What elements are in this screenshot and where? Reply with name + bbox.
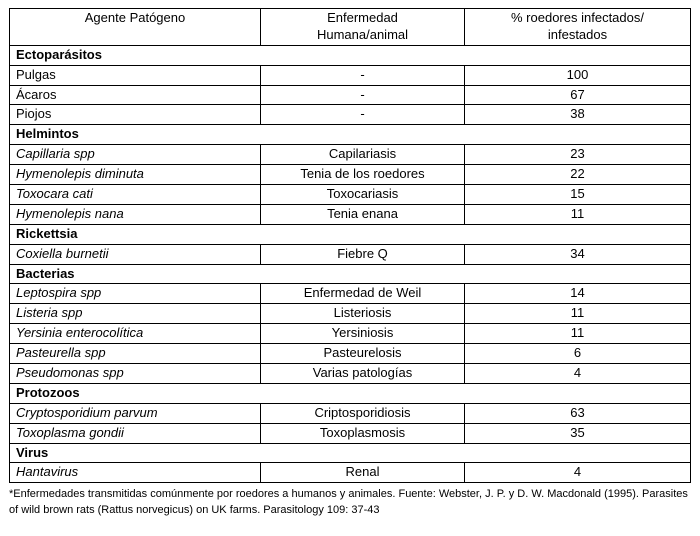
disease-cell: Tenia enana (260, 203, 465, 225)
percent-cell: 6 (464, 343, 691, 365)
agent-cell: Ácaros (9, 84, 261, 106)
table-row: Hantavirus Renal 4 (9, 462, 691, 484)
table-row: Toxoplasma gondii Toxoplasmosis 35 (9, 422, 691, 444)
disease-cell: Varias patologías (260, 363, 465, 384)
disease-cell: Toxoplasmosis (260, 422, 465, 444)
percent-cell: 38 (464, 104, 691, 126)
percent-cell: 4 (464, 462, 691, 484)
agent-cell: Pulgas (9, 64, 261, 86)
disease-cell: - (260, 64, 465, 86)
col-header-percent: % roedores infectados/ infestados (464, 8, 691, 46)
agent-cell: Pasteurella spp (9, 343, 261, 365)
percent-cell: 4 (464, 363, 691, 384)
section-row: Protozoos (9, 382, 691, 404)
agent-cell: Pseudomonas spp (9, 363, 261, 384)
percent-cell: 11 (464, 203, 691, 225)
agent-cell: Leptospira spp (9, 283, 261, 305)
disease-cell: Listeriosis (260, 303, 465, 325)
agent-cell: Piojos (9, 104, 261, 126)
table-row: Pseudomonas spp Varias patologías 4 (9, 363, 691, 384)
percent-cell: 14 (464, 283, 691, 305)
table-row: Pasteurella spp Pasteurelosis 6 (9, 343, 691, 365)
percent-cell: 63 (464, 402, 691, 424)
disease-cell: Tenia de los roedores (260, 164, 465, 186)
agent-cell: Capillaria spp (9, 144, 261, 166)
table-row: Hymenolepis diminuta Tenia de los roedore… (9, 164, 691, 186)
disease-cell: Pasteurelosis (260, 343, 465, 365)
section-row: Virus (9, 442, 691, 464)
document-page: Agente Patógeno Enfermedad Humana/animal… (9, 8, 691, 517)
disease-cell: Fiebre Q (260, 243, 465, 265)
section-label: Helmintos (9, 124, 691, 146)
percent-cell: 67 (464, 84, 691, 106)
section-label: Ectoparásitos (9, 44, 691, 66)
footnote: *Enfermedades transmitidas comúnmente po… (9, 488, 688, 517)
agent-cell: Hantavirus (9, 462, 261, 484)
disease-cell: Yersiniosis (260, 323, 465, 345)
table-row: Pulgas -100 (9, 64, 691, 86)
percent-cell: 35 (464, 422, 691, 444)
disease-cell: - (260, 104, 465, 126)
section-label: Virus (9, 442, 691, 464)
table-row: Toxocara cati Toxocariasis 15 (9, 184, 691, 205)
table-row: Leptospira spp Enfermedad de Weil 14 (9, 283, 691, 305)
section-label: Bacterias (9, 263, 691, 285)
agent-cell: Hymenolepis nana (9, 203, 261, 225)
disease-cell: Criptosporidiosis (260, 402, 465, 424)
section-label: Protozoos (9, 382, 691, 404)
agent-cell: Toxocara cati (9, 184, 261, 205)
section-label: Rickettsia (9, 223, 691, 245)
table-row: Coxiella burnetii Fiebre Q 34 (9, 243, 691, 265)
disease-cell: - (260, 84, 465, 106)
table-body: Ectoparásitos Pulgas -100 Ácaros -67 Piojos -3… (9, 44, 691, 484)
section-row: Ectoparásitos (9, 44, 691, 66)
pathogen-table: Agente Patógeno Enfermedad Humana/animal… (9, 8, 691, 484)
percent-cell: 23 (464, 144, 691, 166)
header-row: Agente Patógeno Enfermedad Humana/animal… (9, 8, 691, 46)
table-row: Piojos -38 (9, 104, 691, 126)
agent-cell: Toxoplasma gondii (9, 422, 261, 444)
table-row: Yersinia enterocolítica Yersiniosis 11 (9, 323, 691, 345)
disease-cell: Renal (260, 462, 465, 484)
table-row: Cryptosporidium parvum Criptosporidiosis 6… (9, 402, 691, 424)
agent-cell: Listeria spp (9, 303, 261, 325)
agent-cell: Cryptosporidium parvum (9, 402, 261, 424)
section-row: Helmintos (9, 124, 691, 146)
percent-cell: 11 (464, 323, 691, 345)
table-row: Capillaria spp Capilariasis 23 (9, 144, 691, 166)
section-row: Rickettsia (9, 223, 691, 245)
section-row: Bacterias (9, 263, 691, 285)
disease-cell: Capilariasis (260, 144, 465, 166)
agent-cell: Yersinia enterocolítica (9, 323, 261, 345)
table-row: Hymenolepis nana Tenia enana 11 (9, 203, 691, 225)
percent-cell: 100 (464, 64, 691, 86)
table-row: Listeria spp Listeriosis 11 (9, 303, 691, 325)
percent-cell: 15 (464, 184, 691, 205)
agent-cell: Hymenolepis diminuta (9, 164, 261, 186)
col-header-disease: Enfermedad Humana/animal (260, 8, 465, 46)
table-row: Ácaros -67 (9, 84, 691, 106)
percent-cell: 34 (464, 243, 691, 265)
disease-cell: Enfermedad de Weil (260, 283, 465, 305)
agent-cell: Coxiella burnetii (9, 243, 261, 265)
percent-cell: 22 (464, 164, 691, 186)
disease-cell: Toxocariasis (260, 184, 465, 205)
percent-cell: 11 (464, 303, 691, 325)
col-header-agent: Agente Patógeno (9, 8, 261, 46)
